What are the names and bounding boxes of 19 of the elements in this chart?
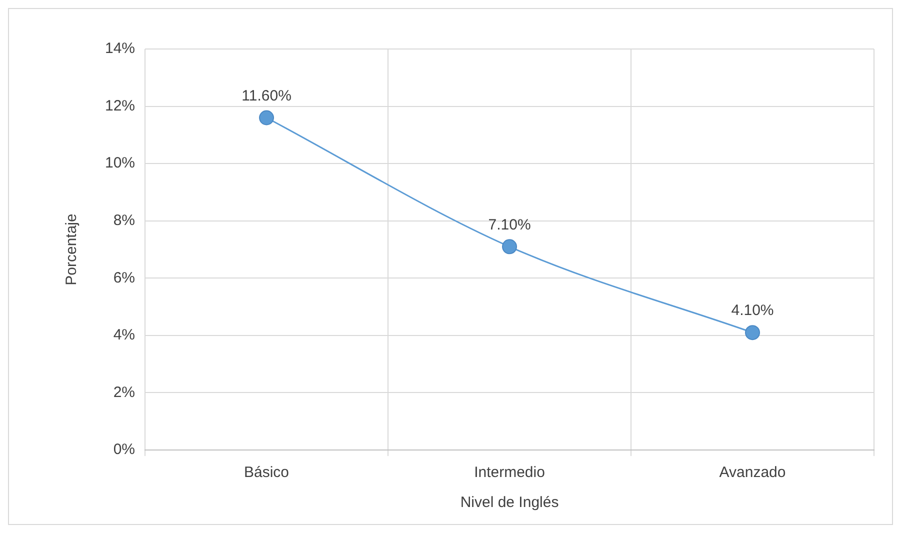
y-tick-label: 8% <box>113 212 136 229</box>
y-tick-label: 4% <box>113 326 136 344</box>
x-tick-label: Básico <box>244 464 290 482</box>
y-tick-label: 14% <box>104 40 136 58</box>
x-axis-title: Nivel de Inglés <box>460 494 559 512</box>
point <box>502 239 518 254</box>
x-tick-label: Intermedio <box>474 464 545 482</box>
data-label: 4.10% <box>731 302 774 320</box>
y-axis-title: Porcentaje <box>63 214 80 286</box>
y-tick-label: 2% <box>113 384 136 401</box>
data-label: 7.10% <box>488 216 531 234</box>
x-tick-label: Avanzado <box>719 464 786 482</box>
y-tick-label: 10% <box>104 154 136 172</box>
point <box>745 325 760 340</box>
data-label: 11.60% <box>242 87 292 104</box>
y-tick-label: 0% <box>113 441 136 458</box>
y-tick-label: 6% <box>113 269 136 286</box>
point <box>259 110 274 126</box>
y-tick-label: 12% <box>104 97 136 114</box>
